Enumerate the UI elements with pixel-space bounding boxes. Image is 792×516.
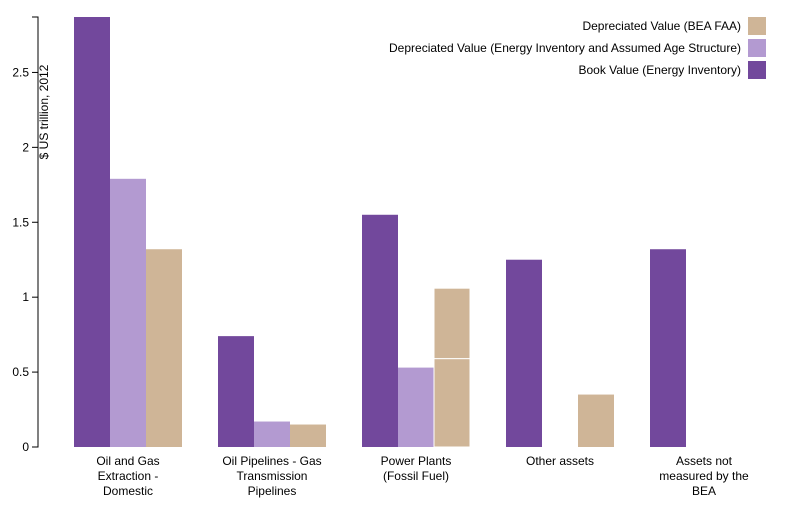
bar-segment: [433, 287, 471, 360]
y-tick-label: 1: [22, 290, 29, 304]
legend-item: Depreciated Value (Energy Inventory and …: [389, 39, 766, 57]
bar: [146, 249, 182, 447]
legend-swatch: [748, 61, 766, 79]
category-label: Oil Pipelines - Gas Transmission Pipelines: [222, 454, 321, 498]
category-label: Oil and Gas Extraction -Domestic: [96, 454, 159, 498]
category-label: Assets not measured by the BEA: [659, 454, 749, 498]
bar: [650, 249, 686, 447]
legend-label: Depreciated Value (BEA FAA): [582, 19, 741, 33]
bar: [218, 336, 254, 447]
y-axis-label: $ US trillion, 2012: [37, 64, 51, 159]
y-tick-label: 0.5: [12, 365, 29, 379]
category-label: Power Plants (Fossil Fuel): [381, 454, 452, 483]
legend: Depreciated Value (BEA FAA) Depreciated V…: [389, 17, 766, 79]
bar: [74, 17, 110, 447]
bars: [74, 17, 686, 448]
bar: [506, 259, 542, 447]
legend-label: Depreciated Value (Energy Inventory and …: [389, 41, 741, 55]
y-tick-label: 2.5: [12, 65, 29, 79]
category-label: Other assets: [526, 454, 594, 468]
legend-item: Depreciated Value (BEA FAA): [582, 17, 766, 35]
bar: [290, 424, 326, 447]
bar: [578, 394, 614, 447]
bar: [362, 214, 398, 447]
legend-swatch: [748, 39, 766, 57]
bar: [254, 421, 290, 447]
y-tick-label: 1.5: [12, 215, 29, 229]
bar: [398, 367, 434, 447]
legend-item: Book Value (Energy Inventory): [578, 61, 766, 79]
legend-swatch: [748, 17, 766, 35]
y-tick-label: 0: [22, 440, 29, 454]
category-labels: Oil and Gas Extraction -Domestic Oil Pipel…: [96, 454, 749, 498]
y-tick-label: 2: [22, 140, 29, 154]
bar: [110, 178, 146, 448]
bar-segment: [433, 358, 471, 448]
y-axis: 0 0.5 1 1.5 2 2.5: [12, 16, 39, 454]
legend-label: Book Value (Energy Inventory): [578, 63, 741, 77]
